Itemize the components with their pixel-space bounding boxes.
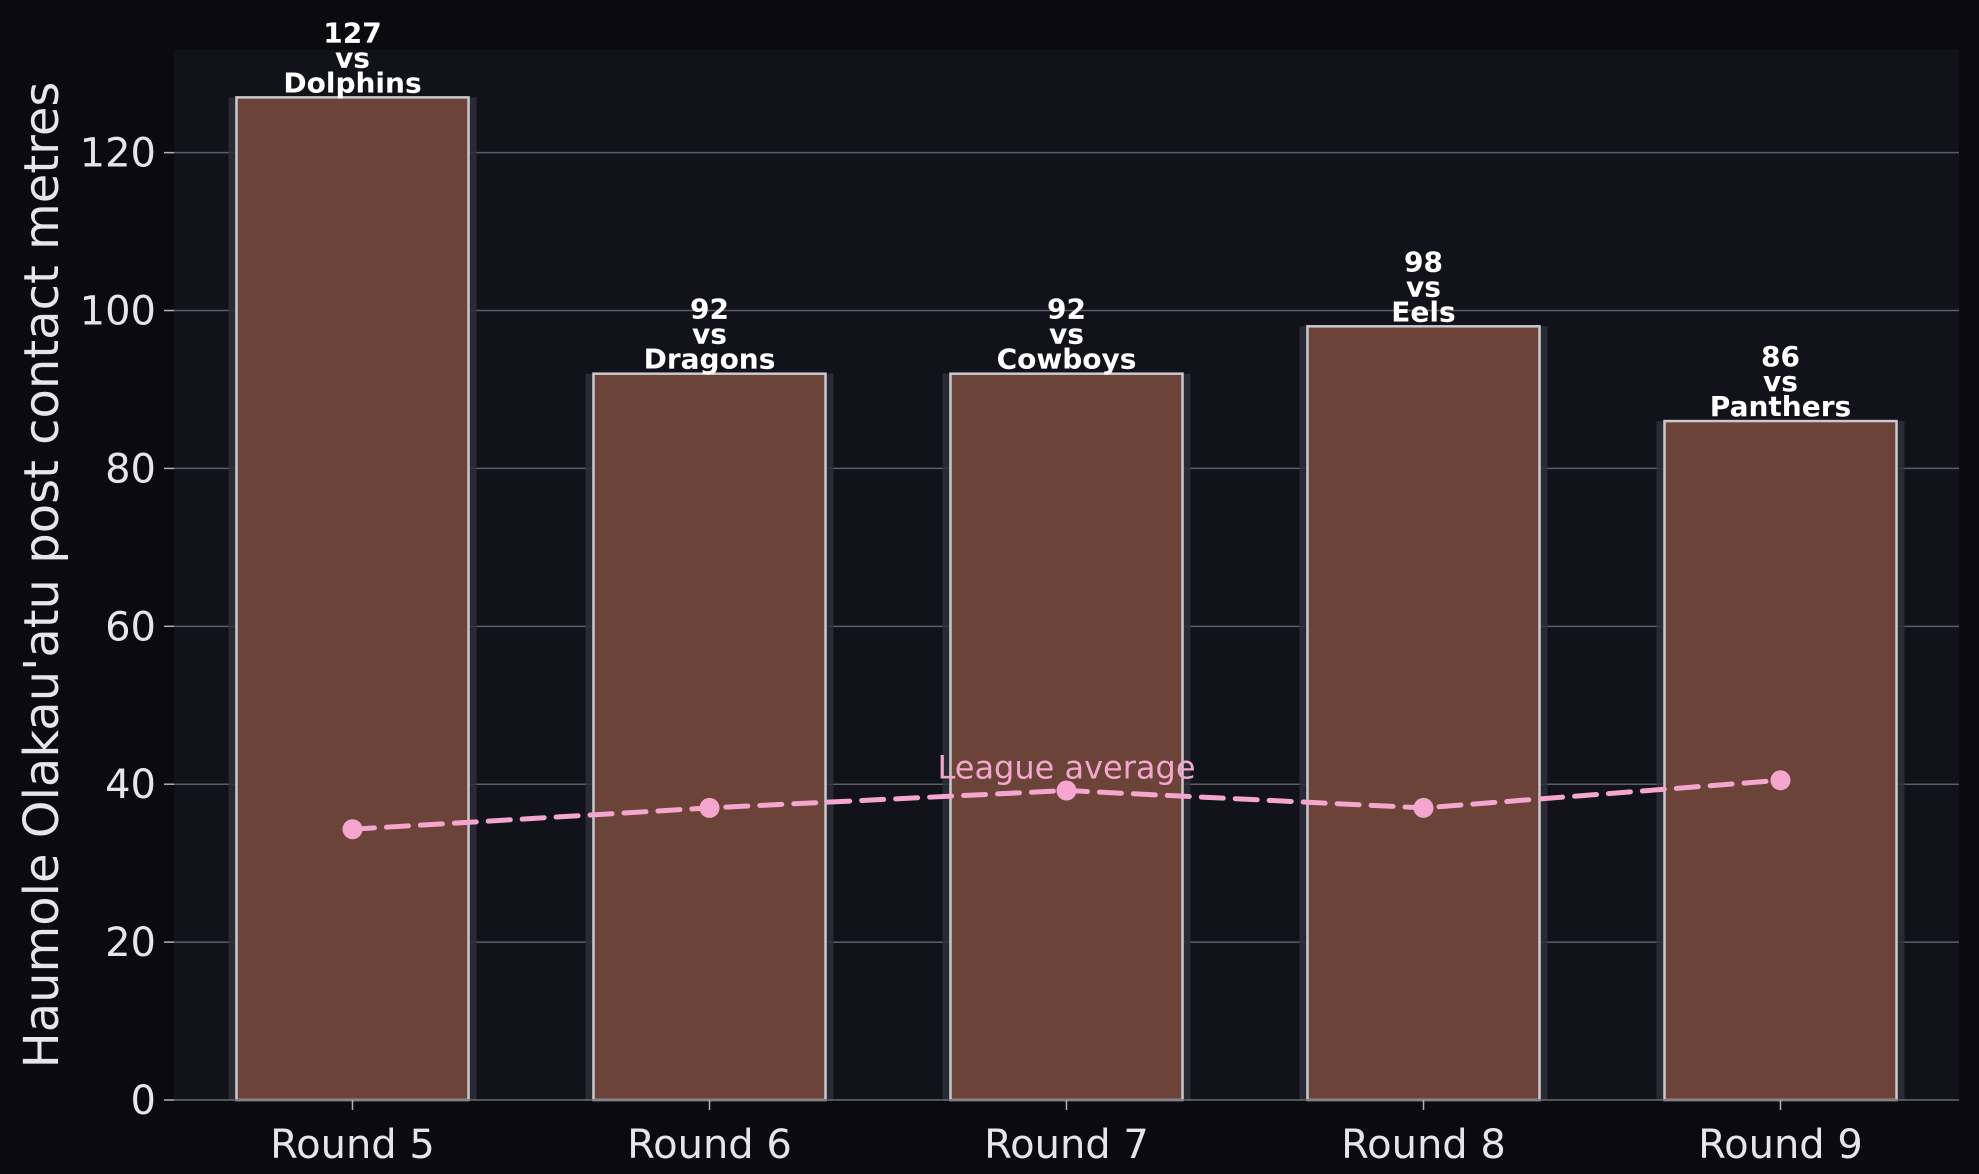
- bars: [228, 96, 1905, 1102]
- y-tick-label: 0: [131, 1078, 156, 1124]
- y-tick-label: 100: [80, 289, 156, 335]
- bar-data-label: vs: [1049, 318, 1084, 351]
- y-tick-label: 20: [105, 920, 156, 966]
- bar-data-label: Dolphins: [283, 66, 421, 99]
- x-axis: Round 5 Round 6 Round 7 Round 8 Round 9: [270, 1100, 1863, 1168]
- bar-data-label: Eels: [1391, 295, 1455, 328]
- bar-data-label: 98: [1404, 245, 1443, 278]
- bar-data-label: vs: [335, 41, 370, 74]
- league-average-series: League average: [342, 749, 1791, 840]
- league-average-label: League average: [937, 749, 1195, 787]
- bar: [949, 372, 1184, 1102]
- x-tick-label: Round 8: [1341, 1122, 1506, 1168]
- bar: [235, 96, 470, 1102]
- x-tick-label: Round 5: [270, 1122, 435, 1168]
- x-tick-label: Round 7: [984, 1122, 1149, 1168]
- y-tick-label: 40: [105, 762, 156, 808]
- bar-data-label: vs: [1406, 270, 1441, 303]
- bar-data-label: 92: [1047, 293, 1086, 326]
- league-average-point: [1770, 770, 1791, 791]
- bar-labels: 127vsDolphins92vsDragons92vsCowboys98vsE…: [283, 16, 1851, 423]
- bar-data-label: Dragons: [644, 343, 776, 376]
- bar-data-label: Cowboys: [997, 343, 1137, 376]
- bar-data-label: 86: [1761, 340, 1800, 373]
- league-average-point: [1056, 780, 1077, 801]
- x-tick-label: Round 6: [627, 1122, 792, 1168]
- league-average-point: [342, 819, 363, 840]
- bar: [1306, 325, 1541, 1102]
- y-tick-label: 80: [105, 446, 156, 492]
- y-tick-label: 120: [80, 131, 156, 177]
- bar: [1663, 419, 1898, 1102]
- bar-data-label: vs: [1763, 365, 1798, 398]
- bar-data-label: 127: [323, 16, 381, 49]
- x-tick-label: Round 9: [1698, 1122, 1863, 1168]
- bar-data-label: vs: [692, 318, 727, 351]
- bar-data-label: Panthers: [1710, 390, 1851, 423]
- bar: [592, 372, 827, 1102]
- league-average-point: [699, 797, 720, 818]
- bar-data-label: 92: [690, 293, 729, 326]
- league-average-point: [1413, 797, 1434, 818]
- y-axis-title: Haumole Olakau'atu post contact metres: [14, 82, 70, 1069]
- y-tick-label: 60: [105, 604, 156, 650]
